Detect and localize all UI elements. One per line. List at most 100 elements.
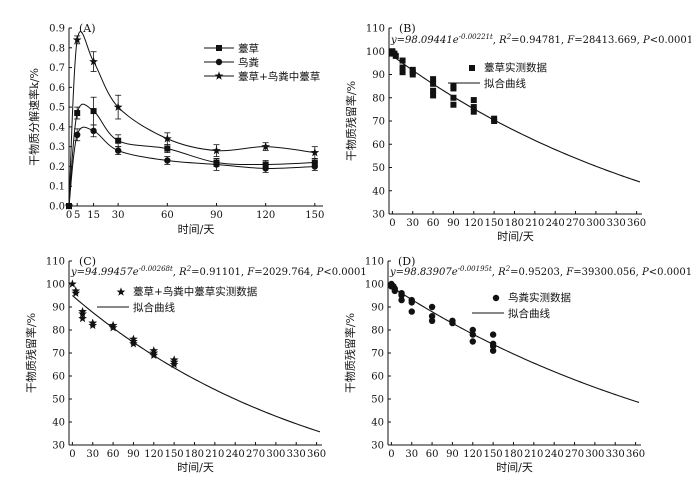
x-tick-label: 15 <box>87 210 100 221</box>
x-tick-label: 300 <box>266 449 285 460</box>
y-tick-label: 110 <box>366 24 385 35</box>
y-axis-label: 干物质残留率/% <box>344 81 358 161</box>
fit-equation: y=98.09441e-0.00221t, R2=0.94781, F=2841… <box>390 33 691 46</box>
y-tick-label: 50 <box>372 163 385 174</box>
x-tick-label: 0 <box>66 210 72 221</box>
data-point <box>430 87 437 94</box>
x-tick-label: 30 <box>112 210 125 221</box>
data-point <box>469 326 476 334</box>
data-point <box>470 104 477 111</box>
y-tick-label: 90 <box>52 303 65 314</box>
x-tick-label: 330 <box>607 218 626 229</box>
data-point <box>430 92 437 99</box>
x-tick-label: 330 <box>287 449 306 460</box>
equation-part: 2 <box>505 265 511 273</box>
y-tick-label: 0.7 <box>49 63 65 74</box>
x-tick-label: 120 <box>256 210 275 221</box>
x-tick-label: 360 <box>626 449 645 460</box>
legend-label: 鸟粪实测数据 <box>508 291 571 304</box>
y-tick-label: 70 <box>372 117 385 128</box>
fit-equation: y=94.99457e-0.00268t, R2=0.91101, F=2029… <box>70 265 367 278</box>
y-tick-label: 80 <box>372 93 385 104</box>
y-tick-label: 0.5 <box>49 103 65 114</box>
x-tick-label: 30 <box>86 449 99 460</box>
legend-marker <box>216 45 222 51</box>
equation-part: <0.0001 <box>650 35 691 46</box>
y-tick-label: 30 <box>371 441 384 452</box>
data-point <box>491 118 498 124</box>
data-point <box>213 161 220 168</box>
panel-label: (C) <box>79 255 96 268</box>
x-tick-label: 210 <box>525 218 544 229</box>
y-tick-label: 40 <box>52 418 65 429</box>
panel-label: (B) <box>399 22 416 35</box>
series-line <box>68 103 315 207</box>
x-tick-label: 30 <box>405 449 418 460</box>
x-tick-label: 90 <box>210 210 223 221</box>
legend-label: 薹草+鸟粪中薹草实测数据 <box>133 285 258 298</box>
y-tick-label: 50 <box>371 395 384 406</box>
data-point <box>310 148 320 157</box>
x-tick-label: 5 <box>74 210 80 221</box>
y-axis-label: 干物质残留率/% <box>343 313 357 393</box>
equation-part: F <box>565 267 574 278</box>
data-point <box>164 157 171 164</box>
equation-part: =0.91101, <box>191 267 247 278</box>
data-point <box>113 102 123 111</box>
y-tick-label: 60 <box>371 372 384 383</box>
equation-part: 2 <box>186 265 192 273</box>
x-tick-label: 240 <box>545 449 564 460</box>
data-point <box>391 287 398 295</box>
x-axis-label: 时间/天 <box>497 230 534 243</box>
y-tick-label: 30 <box>372 210 385 221</box>
data-point <box>68 279 77 288</box>
x-tick-label: 240 <box>546 218 565 229</box>
data-point <box>409 71 416 78</box>
equation-part: , R <box>492 267 506 278</box>
data-point <box>428 303 436 311</box>
y-tick-label: 0.8 <box>49 43 65 54</box>
x-tick-label: 60 <box>427 218 440 229</box>
data-point <box>450 94 457 101</box>
x-tick-label: 180 <box>504 449 523 460</box>
data-point <box>489 347 497 354</box>
x-tick-label: 180 <box>505 218 524 229</box>
data-point <box>398 292 405 299</box>
measured-points <box>388 280 497 354</box>
data-point <box>162 134 172 143</box>
data-point <box>164 145 171 152</box>
series-square <box>66 96 318 209</box>
equation-part: -0.00195t <box>458 265 492 273</box>
y-tick-label: 60 <box>52 372 65 383</box>
data-point <box>149 350 159 360</box>
data-point <box>399 64 406 71</box>
equation-part: -0.00221t <box>459 33 493 41</box>
y-tick-label: 70 <box>371 349 384 360</box>
y-tick-label: 0.6 <box>49 83 65 94</box>
x-axis-label: 时间/天 <box>496 461 533 474</box>
data-point <box>71 288 81 297</box>
x-tick-label: 270 <box>566 218 585 229</box>
x-tick-label: 360 <box>307 449 326 460</box>
equation-part: <0.0001 <box>323 267 366 278</box>
fit-curve <box>392 55 641 183</box>
x-tick-label: 180 <box>185 449 204 460</box>
measured-points <box>389 48 498 124</box>
data-point <box>428 317 436 324</box>
x-axis-label: 时间/天 <box>177 461 214 474</box>
x-tick-label: 330 <box>606 449 625 460</box>
series-star <box>64 31 320 210</box>
data-point <box>74 110 81 117</box>
y-tick-label: 100 <box>366 47 385 58</box>
data-point <box>73 131 81 138</box>
data-point <box>470 97 477 104</box>
data-point <box>78 309 87 318</box>
data-point <box>489 342 497 350</box>
equation-part: =39300.056, <box>573 267 642 278</box>
data-point <box>470 108 477 115</box>
x-tick-label: 60 <box>426 449 439 460</box>
